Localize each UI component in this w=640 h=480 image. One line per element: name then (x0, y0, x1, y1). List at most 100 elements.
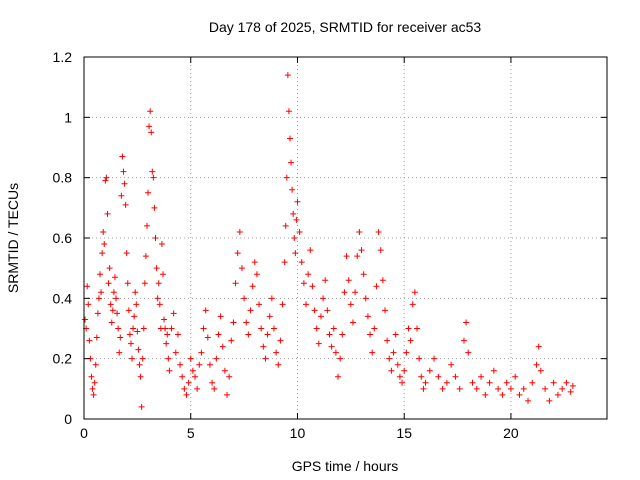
data-point (381, 307, 388, 314)
data-point (122, 201, 129, 208)
data-point (386, 355, 393, 362)
data-point (463, 319, 470, 326)
data-point (315, 340, 322, 347)
data-point (420, 385, 427, 392)
y-tick-label: 1 (64, 109, 72, 125)
data-point (181, 385, 188, 392)
data-point (360, 271, 367, 278)
data-point (115, 325, 122, 332)
data-point (426, 367, 433, 374)
data-point (394, 361, 401, 368)
data-point (200, 325, 207, 332)
data-point (418, 373, 425, 380)
data-point (177, 361, 184, 368)
data-point (143, 222, 150, 229)
data-point (109, 307, 116, 314)
data-point (324, 307, 331, 314)
data-point (156, 301, 163, 308)
data-point (147, 108, 154, 115)
data-point (228, 337, 235, 344)
data-point (422, 379, 429, 386)
data-point (529, 379, 536, 386)
data-point (215, 331, 222, 338)
data-point (307, 247, 314, 254)
data-point (290, 210, 297, 217)
data-point (253, 271, 260, 278)
data-point (473, 385, 480, 392)
data-point (84, 283, 91, 290)
data-point (439, 385, 446, 392)
data-point (99, 250, 106, 257)
data-point (226, 373, 233, 380)
data-point (392, 331, 399, 338)
data-point (520, 385, 527, 392)
data-point (110, 289, 117, 296)
data-point (166, 367, 173, 374)
data-point (136, 361, 143, 368)
data-point (127, 340, 134, 347)
data-point (118, 192, 125, 199)
data-point (224, 391, 231, 398)
data-point (356, 228, 363, 235)
data-point (452, 373, 459, 380)
data-point (303, 301, 310, 308)
data-point (125, 307, 132, 314)
data-point (399, 379, 406, 386)
data-point (98, 289, 105, 296)
data-point (482, 391, 489, 398)
data-point (206, 361, 213, 368)
data-point (286, 135, 293, 142)
data-point (93, 334, 100, 341)
data-point (217, 313, 224, 320)
data-point (277, 337, 284, 344)
data-point (230, 319, 237, 326)
data-point (512, 373, 519, 380)
data-point (101, 241, 108, 248)
data-point (554, 391, 561, 398)
data-point (328, 343, 335, 350)
data-point (337, 355, 344, 362)
data-point (411, 289, 418, 296)
x-tick-label: 15 (396, 425, 412, 441)
data-point (375, 228, 382, 235)
data-point (294, 198, 301, 205)
data-point (407, 337, 414, 344)
data-point (139, 355, 146, 362)
data-point (499, 391, 506, 398)
data-point (116, 349, 123, 356)
data-point (563, 379, 570, 386)
data-point (142, 253, 149, 260)
data-point (196, 361, 203, 368)
data-point (431, 355, 438, 362)
data-point (388, 367, 395, 374)
data-point (174, 331, 181, 338)
data-point (317, 313, 324, 320)
data-point (264, 331, 271, 338)
data-point (131, 313, 138, 320)
data-point (279, 301, 286, 308)
data-point (371, 325, 378, 332)
data-point (293, 216, 300, 223)
data-point (345, 277, 352, 284)
data-point (268, 295, 275, 302)
data-point (168, 325, 175, 332)
y-tick-label: 0.4 (53, 290, 73, 306)
data-point (135, 346, 142, 353)
y-tick-label: 0.6 (53, 230, 73, 246)
data-point (232, 280, 239, 287)
data-point (219, 343, 226, 350)
data-point (309, 283, 316, 290)
data-point (164, 331, 171, 338)
data-point (172, 349, 179, 356)
data-point (384, 337, 391, 344)
data-point (456, 385, 463, 392)
data-point (146, 123, 153, 130)
data-point (537, 367, 544, 374)
data-point (198, 349, 205, 356)
data-point (507, 385, 514, 392)
data-point (401, 367, 408, 374)
data-point (137, 373, 144, 380)
data-point (326, 331, 333, 338)
data-point (405, 325, 412, 332)
data-point (535, 343, 542, 350)
